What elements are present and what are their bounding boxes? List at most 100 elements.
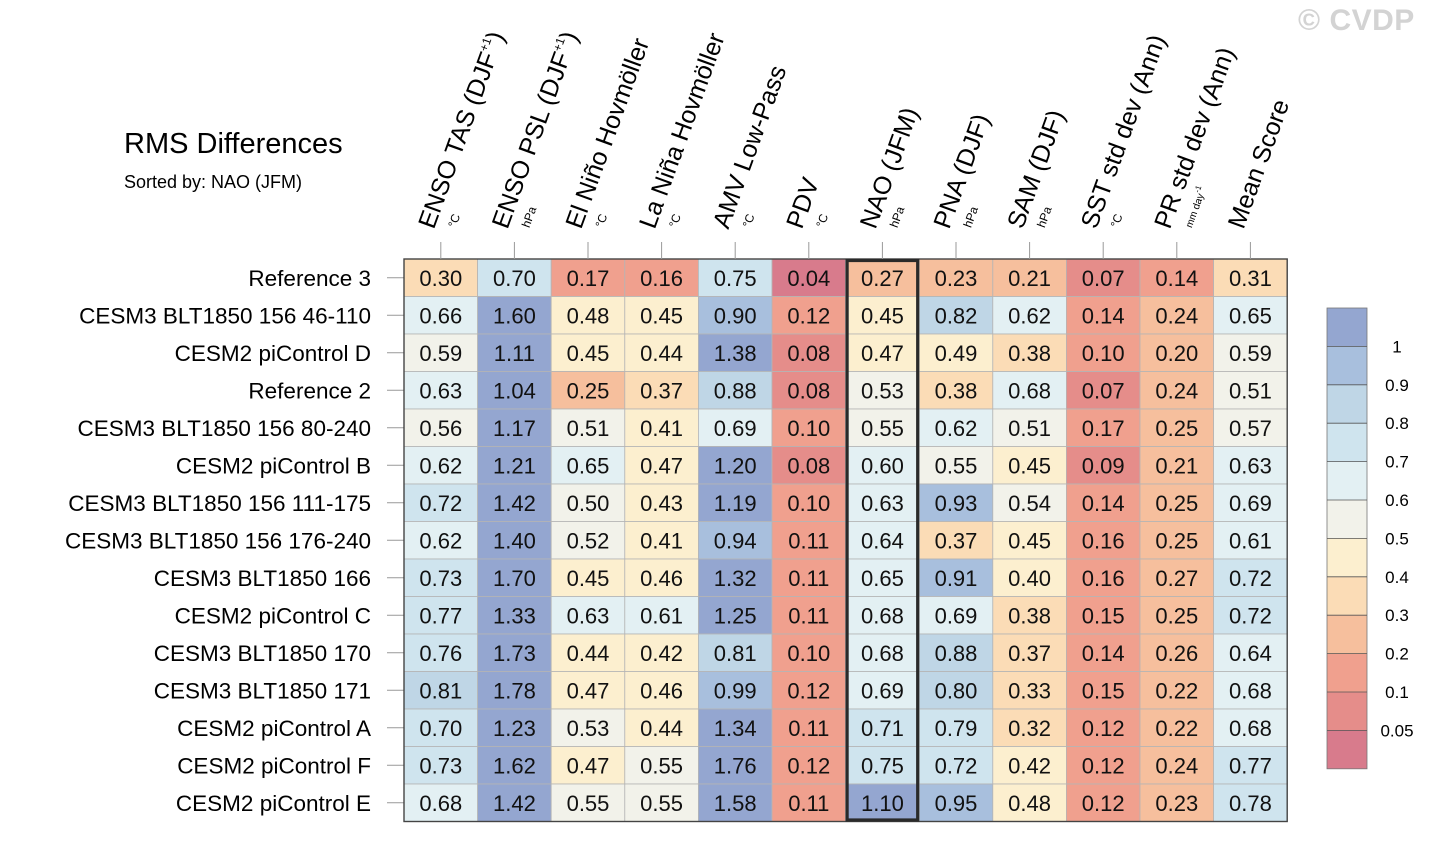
- cell-value: 0.62: [935, 416, 978, 441]
- heatmap-cell: [1066, 446, 1141, 485]
- heatmap-cell: [918, 371, 994, 410]
- cell-value: 0.71: [861, 716, 904, 741]
- cell-value: 0.69: [1229, 491, 1272, 516]
- column-unit: °C: [666, 212, 684, 230]
- row-label: CESM3 BLT1850 156 80-240: [77, 416, 371, 441]
- cell-value: 0.49: [935, 341, 978, 366]
- cell-value: 1.20: [714, 453, 757, 478]
- cell-value: 0.94: [714, 528, 757, 553]
- colorbar-segment: [1327, 461, 1367, 500]
- heatmap-cell: [550, 371, 626, 410]
- cell-value: 0.14: [1082, 303, 1125, 328]
- cell-value: 0.79: [935, 716, 978, 741]
- heatmap-cell: [698, 333, 773, 372]
- column-label: AMV Low-Pass: [708, 62, 793, 232]
- heatmap-cell: [403, 333, 478, 372]
- heatmap-cell: [403, 708, 478, 747]
- cell-value: 0.72: [1229, 603, 1272, 628]
- colorbar-segment: [1327, 615, 1367, 654]
- column-unit: hPa: [519, 204, 540, 229]
- cell-value: 0.25: [1155, 528, 1198, 553]
- cell-value: 0.53: [861, 378, 904, 403]
- cell-value: 0.10: [1082, 341, 1125, 366]
- cell-value: 0.93: [935, 491, 978, 516]
- cell-value: 1.04: [493, 378, 536, 403]
- heatmap-cell: [992, 483, 1067, 522]
- cell-value: 0.41: [640, 416, 683, 441]
- heatmap-cell: [1139, 296, 1214, 335]
- cell-value: 1.38: [714, 341, 757, 366]
- cell-value: 0.45: [1008, 528, 1051, 553]
- heatmap-cell: [550, 633, 626, 672]
- cell-value: 0.11: [788, 716, 829, 741]
- heatmap-cell: [771, 783, 846, 822]
- heatmap-cell: [477, 558, 552, 597]
- heatmap-cell: [1066, 483, 1141, 522]
- cell-value: 0.55: [861, 416, 904, 441]
- cell-value: 0.12: [1082, 753, 1125, 778]
- cell-value: 0.07: [1082, 378, 1125, 403]
- heatmap-cell: [1213, 483, 1288, 522]
- heatmap-cell: [477, 446, 552, 485]
- heatmap-cell: [477, 296, 552, 335]
- heatmap-cell: [771, 596, 846, 635]
- cell-value: 0.72: [1229, 566, 1272, 591]
- heatmap-cell: [624, 633, 699, 672]
- cell-value: 1.70: [493, 566, 536, 591]
- cell-value: 0.16: [640, 266, 683, 291]
- heatmap-cell: [403, 558, 478, 597]
- cell-value: 0.56: [419, 416, 462, 441]
- colorbar-label: 0.4: [1385, 568, 1409, 587]
- cell-value: 0.68: [1229, 716, 1272, 741]
- cell-value: 0.61: [1229, 528, 1272, 553]
- watermark: © CVDP: [1298, 4, 1415, 37]
- cell-value: 1.40: [493, 528, 536, 553]
- row-label: CESM3 BLT1850 171: [154, 678, 371, 703]
- heatmap-cell: [992, 296, 1067, 335]
- cell-value: 1.78: [493, 678, 536, 703]
- colorbar-segment: [1327, 576, 1367, 616]
- heatmap-cell: [698, 446, 773, 485]
- heatmap-cell: [992, 596, 1067, 635]
- heatmap-cell: [845, 671, 920, 710]
- column-label-superscript: +1: [550, 35, 568, 53]
- heatmap-cell: [403, 596, 478, 635]
- row-label: CESM3 BLT1850 156 111-175: [68, 491, 371, 516]
- cell-value: 0.70: [493, 266, 536, 291]
- cell-value: 0.44: [640, 341, 683, 366]
- heatmap-cell: [1213, 408, 1288, 447]
- heatmap-cell: [1066, 333, 1141, 372]
- cell-value: 1.42: [493, 491, 536, 516]
- column-label-text: NAO (JFM): [855, 104, 925, 232]
- column-header: Mean Score: [1223, 96, 1295, 232]
- cell-value: 0.77: [1229, 753, 1272, 778]
- cell-value: 0.44: [640, 716, 683, 741]
- cell-value: 0.37: [935, 528, 978, 553]
- column-header: SAM (DJF)hPa: [1002, 106, 1071, 232]
- cell-value: 0.12: [1082, 791, 1125, 816]
- column-unit: hPa: [1034, 204, 1055, 229]
- column-unit: °C: [813, 212, 831, 230]
- cell-value: 0.12: [787, 678, 830, 703]
- row-label: CESM3 BLT1850 156 176-240: [65, 528, 371, 553]
- cell-value: 0.73: [419, 566, 462, 591]
- cell-value: 0.38: [935, 378, 978, 403]
- cell-value: 0.24: [1155, 753, 1198, 778]
- cell-value: 0.55: [640, 753, 683, 778]
- heatmap-cell: [771, 296, 846, 335]
- cell-value: 0.27: [1155, 566, 1198, 591]
- cell-value: 0.88: [935, 641, 978, 666]
- cell-value: 0.12: [787, 753, 830, 778]
- cell-value: 0.55: [935, 453, 978, 478]
- heatmap-cell: [1139, 333, 1214, 372]
- heatmap-cell: [771, 708, 846, 747]
- heatmap-cell: [1213, 371, 1288, 410]
- row-label: CESM2 piControl D: [175, 341, 371, 366]
- row-label: CESM2 piControl F: [177, 753, 371, 778]
- column-label-text: Mean Score: [1223, 96, 1295, 232]
- cell-value: 0.10: [787, 641, 830, 666]
- heatmap-cell: [550, 446, 626, 485]
- cell-value: 1.42: [493, 791, 536, 816]
- cell-value: 1.76: [714, 753, 757, 778]
